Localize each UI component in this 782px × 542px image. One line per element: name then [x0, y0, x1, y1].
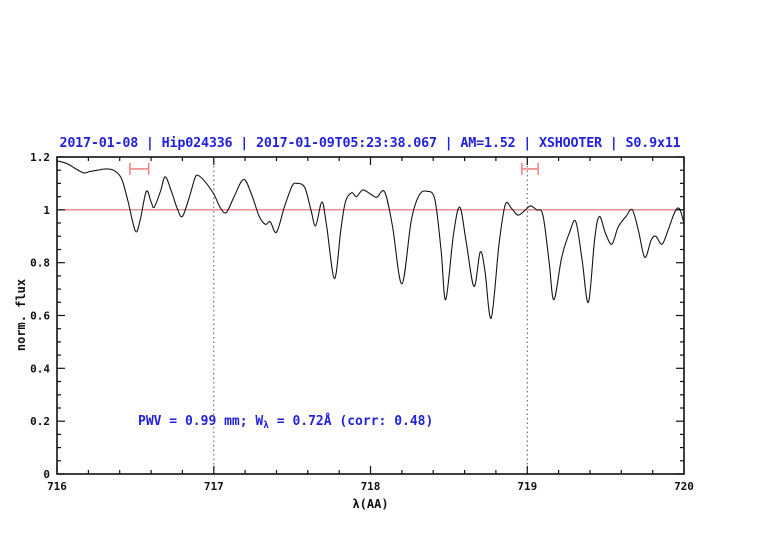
x-tick-label: 719: [517, 480, 537, 493]
tick-labels: 716 717 718 719 720 0 0.2 0.4 0.6 0.8 1 1.2: [30, 151, 694, 493]
y-axis-label: norm. flux: [14, 278, 28, 352]
axis-ticks: [56, 156, 685, 475]
x-tick-label: 718: [361, 480, 381, 493]
y-tick-label: 1: [43, 204, 50, 217]
x-axis-label: λ(AA): [352, 497, 389, 511]
pwv-annotation: PWV = 0.99 mm; Wλ = 0.72Å (corr: 0.48): [138, 414, 434, 431]
pwv-annotation-lambda-subscript: λ: [263, 420, 269, 431]
x-tick-label: 720: [674, 480, 694, 493]
line-range-markers: [129, 162, 540, 175]
y-tick-label: 0.2: [30, 415, 50, 428]
x-tick-label: 716: [47, 480, 67, 493]
y-tick-label: 0.8: [30, 257, 50, 270]
pwv-annotation-suffix: = 0.72Å (corr: 0.48): [268, 414, 434, 429]
spectrum-curve-telluric-spectrum: [56, 160, 685, 319]
y-tick-label: 0.6: [30, 310, 50, 323]
plot-title: 2017-01-08 | Hip024336 | 2017-01-09T05:2…: [59, 136, 681, 151]
pwv-annotation-prefix: PWV = 0.99 mm; W: [138, 414, 264, 429]
y-tick-label: 0: [43, 468, 50, 481]
y-tick-label: 1.2: [30, 151, 50, 164]
y-tick-label: 0.4: [30, 362, 50, 375]
dotted-guide-lines: [213, 157, 528, 474]
x-tick-label: 717: [204, 480, 224, 493]
